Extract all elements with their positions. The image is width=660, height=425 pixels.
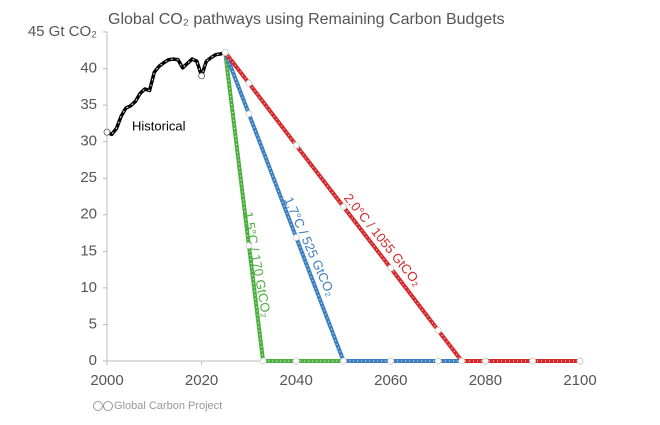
series-line xyxy=(223,51,580,363)
series-point xyxy=(340,203,347,211)
series-line xyxy=(223,52,580,363)
series-line-highlight xyxy=(106,51,226,135)
series-point xyxy=(292,234,300,241)
series-point xyxy=(292,357,300,365)
series-point xyxy=(458,357,466,365)
chart-title: Global CO₂ pathways using Remaining Carb… xyxy=(108,11,505,28)
series-point xyxy=(292,141,300,149)
series-line-highlight xyxy=(224,52,580,362)
series-line-highlight xyxy=(224,52,580,362)
y-tick-label: 45 Gt CO₂ xyxy=(28,23,97,40)
x-tick-label: 2020 xyxy=(185,372,218,389)
x-tick-label: 2040 xyxy=(280,372,313,389)
series-label: 1.7°C / 525 GtCO₂ xyxy=(281,195,338,299)
y-tick-label: 30 xyxy=(80,133,97,150)
series-point xyxy=(245,79,253,87)
y-tick-label: 20 xyxy=(80,206,97,223)
x-tick-label: 2100 xyxy=(563,372,596,389)
series-point xyxy=(245,110,253,118)
y-tick-label: 35 xyxy=(80,96,97,113)
series-point xyxy=(481,357,489,365)
y-tick-label: 15 xyxy=(80,242,97,259)
y-tick-label: 10 xyxy=(80,279,97,296)
x-tick-label: 2080 xyxy=(469,372,502,389)
source: Global Carbon Project xyxy=(114,400,222,412)
source-icon xyxy=(93,401,113,411)
x-tick-label: 2060 xyxy=(374,372,407,389)
series-point xyxy=(103,128,111,136)
series-point xyxy=(387,264,395,272)
series-label: Historical xyxy=(132,118,186,133)
series-point xyxy=(340,357,347,365)
series-point xyxy=(576,357,584,365)
series-line-highlight xyxy=(224,52,580,362)
series-point xyxy=(529,357,537,365)
series-point xyxy=(259,357,267,365)
series-point xyxy=(434,357,442,365)
series-point xyxy=(198,72,206,80)
series-label: 2.0°C / 1055 GtCO₂ xyxy=(341,191,425,289)
y-tick-label: 5 xyxy=(89,315,97,332)
series-point xyxy=(221,49,229,56)
x-tick-label: 2000 xyxy=(90,372,123,389)
series-point xyxy=(434,326,442,334)
y-tick-label: 0 xyxy=(89,352,97,369)
y-tick-label: 40 xyxy=(80,60,97,77)
series-point xyxy=(245,242,253,249)
y-tick-label: 25 xyxy=(80,169,97,186)
series-label: 1.5°C / 170 GtCO₂ xyxy=(241,211,274,319)
series-point xyxy=(387,357,395,365)
series-line xyxy=(223,51,580,363)
